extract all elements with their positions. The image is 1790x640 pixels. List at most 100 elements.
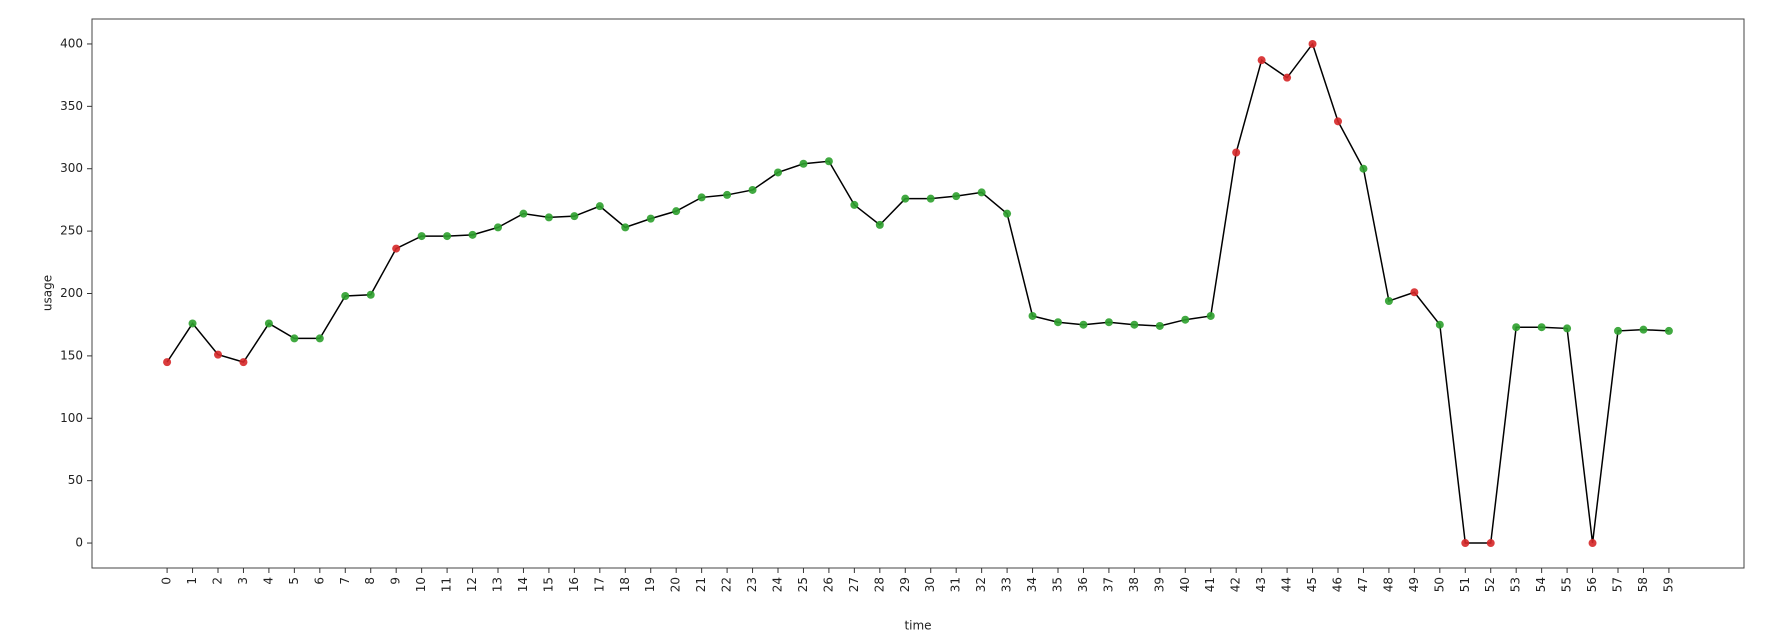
- data-point: [1104, 318, 1113, 327]
- x-tick-label: 52: [1483, 577, 1497, 592]
- data-point: [392, 244, 401, 253]
- data-point: [723, 190, 732, 199]
- x-tick-label: 59: [1661, 577, 1675, 592]
- data-point: [544, 213, 553, 222]
- x-tick-label: 53: [1509, 577, 1523, 592]
- y-tick-label: 50: [68, 473, 83, 487]
- x-tick-label: 26: [821, 577, 835, 592]
- x-tick-label: 14: [516, 577, 530, 592]
- x-tick-label: 17: [592, 577, 606, 592]
- data-point: [519, 209, 528, 218]
- x-tick-label: 1: [185, 577, 199, 585]
- x-tick-label: 41: [1203, 577, 1217, 592]
- data-point: [1334, 117, 1342, 126]
- x-tick-label: 4: [261, 577, 275, 585]
- x-tick-label: 40: [1178, 577, 1192, 592]
- x-tick-label: 28: [872, 577, 886, 592]
- data-point: [214, 350, 222, 359]
- x-tick-label: 10: [414, 577, 428, 592]
- x-tick-label: 8: [363, 577, 377, 585]
- data-point: [1461, 539, 1470, 548]
- y-tick-label: 250: [60, 224, 83, 238]
- x-tick-label: 49: [1407, 577, 1421, 592]
- data-point: [163, 358, 172, 367]
- data-point: [1614, 326, 1622, 335]
- x-tick-label: 6: [312, 577, 326, 585]
- data-point: [1384, 296, 1393, 305]
- x-tick-label: 22: [720, 577, 734, 592]
- data-point: [1079, 320, 1088, 329]
- data-point: [188, 319, 197, 328]
- x-tick-label: 47: [1356, 577, 1370, 592]
- data-point: [443, 232, 452, 241]
- data-point: [901, 194, 910, 203]
- y-tick-label: 100: [60, 411, 83, 425]
- x-tick-label: 29: [898, 577, 912, 592]
- x-tick-label: 12: [465, 577, 479, 592]
- x-tick-label: 15: [541, 577, 555, 592]
- data-point: [1003, 209, 1012, 218]
- data-point: [264, 319, 273, 328]
- data-point: [1410, 288, 1419, 297]
- data-point: [875, 220, 884, 229]
- x-tick-label: 36: [1076, 577, 1090, 592]
- x-tick-label: 58: [1636, 577, 1650, 592]
- x-tick-label: 42: [1229, 577, 1243, 592]
- x-tick-label: 18: [618, 577, 632, 592]
- data-point: [1512, 323, 1521, 332]
- plot-frame: [91, 18, 1745, 569]
- data-point: [1283, 73, 1292, 82]
- x-tick-label: 0: [160, 577, 174, 585]
- data-point: [621, 223, 630, 232]
- x-tick-label: 46: [1331, 577, 1345, 592]
- x-tick-label: 7: [338, 577, 352, 585]
- data-point: [315, 334, 324, 343]
- x-tick-label: 13: [491, 577, 505, 592]
- data-point: [1664, 326, 1673, 335]
- y-axis-label: usage: [41, 275, 55, 311]
- data-point: [952, 192, 961, 201]
- data-point: [850, 200, 859, 209]
- x-tick-label: 34: [1025, 577, 1039, 592]
- y-tick-label: 400: [60, 36, 83, 50]
- data-point: [926, 194, 935, 203]
- x-tick-label: 11: [440, 577, 454, 592]
- x-tick-label: 31: [949, 577, 963, 592]
- x-tick-label: 48: [1381, 577, 1395, 592]
- data-point: [1639, 325, 1648, 334]
- x-tick-label: 33: [1000, 577, 1014, 592]
- data-point: [1232, 148, 1241, 157]
- data-point: [1435, 320, 1444, 329]
- x-tick-label: 19: [643, 577, 657, 592]
- x-tick-label: 55: [1560, 577, 1574, 592]
- x-tick-label: 35: [1051, 577, 1065, 592]
- x-tick-label: 43: [1254, 577, 1268, 592]
- data-point: [1257, 56, 1266, 65]
- x-tick-label: 3: [236, 577, 250, 585]
- data-point: [697, 193, 706, 202]
- data-point: [468, 230, 477, 239]
- x-tick-label: 45: [1305, 577, 1319, 592]
- x-tick-label: 32: [974, 577, 988, 592]
- x-axis-label: time: [904, 619, 931, 633]
- data-point: [494, 223, 502, 232]
- x-tick-label: 24: [771, 577, 785, 592]
- data-point: [672, 207, 681, 216]
- x-tick-label: 57: [1611, 577, 1625, 592]
- data-point: [1537, 323, 1546, 332]
- x-tick-label: 23: [745, 577, 759, 592]
- data-point: [1028, 311, 1037, 320]
- y-tick-label: 300: [60, 161, 83, 175]
- data-point: [646, 214, 655, 223]
- data-point: [1588, 539, 1597, 548]
- x-tick-label: 30: [923, 577, 937, 592]
- data-point: [824, 157, 833, 166]
- data-point: [774, 168, 782, 177]
- y-tick-label: 200: [60, 286, 83, 300]
- data-point: [1181, 315, 1190, 324]
- data-point: [417, 232, 426, 241]
- data-point: [1563, 324, 1572, 333]
- y-tick-label: 350: [60, 99, 83, 113]
- x-tick-label: 25: [796, 577, 810, 592]
